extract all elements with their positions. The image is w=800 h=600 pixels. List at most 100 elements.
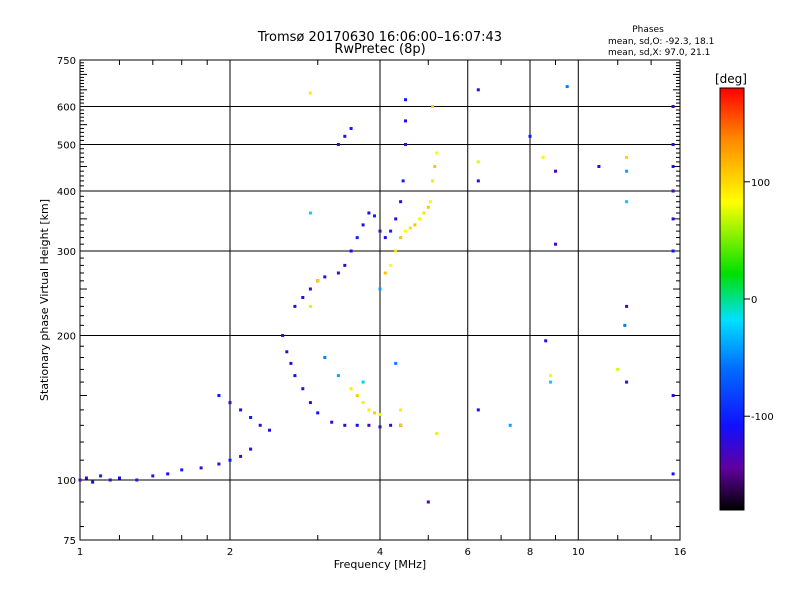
stats-heading: Phases xyxy=(632,25,664,35)
data-point xyxy=(308,211,312,215)
data-point xyxy=(99,474,103,478)
data-point xyxy=(399,200,403,204)
y-tick-label: 500 xyxy=(57,141,76,152)
data-point xyxy=(671,165,675,168)
y-tick-label: 200 xyxy=(57,332,76,343)
data-point xyxy=(217,394,221,397)
y-axis-label: Stationary phase Virtual Height [km] xyxy=(38,199,51,401)
data-point xyxy=(399,423,403,427)
stats-x-line: mean, sd,X: 97.0, 21.1 xyxy=(608,48,710,58)
data-point xyxy=(373,214,376,218)
data-point xyxy=(378,287,382,291)
data-point xyxy=(401,179,405,183)
data-point xyxy=(316,279,320,283)
stats-o-line: mean, sd,O: -92.3, 18.1 xyxy=(608,37,714,47)
data-point xyxy=(625,169,629,173)
data-point xyxy=(249,447,253,451)
data-point xyxy=(349,387,353,391)
data-point xyxy=(616,367,620,371)
data-point xyxy=(308,401,312,405)
data-point xyxy=(355,423,359,427)
chart-title: Tromsø 20170630 16:06:00–16:07:43 xyxy=(257,30,502,45)
data-point xyxy=(433,165,437,168)
data-point xyxy=(258,423,262,427)
data-point xyxy=(389,423,393,427)
data-point xyxy=(361,223,365,227)
data-point xyxy=(349,127,353,130)
data-point xyxy=(623,323,627,327)
data-point xyxy=(373,411,376,415)
colorbar-tick-label: 100 xyxy=(751,178,770,189)
data-point xyxy=(239,454,243,458)
data-point xyxy=(301,296,305,299)
data-point xyxy=(389,229,393,233)
x-axis-label: Frequency [MHz] xyxy=(334,558,426,571)
data-point xyxy=(671,189,675,193)
colorbar-tick-label: 0 xyxy=(751,295,757,306)
colorbar xyxy=(719,87,745,511)
data-point xyxy=(308,287,312,291)
data-point xyxy=(383,271,387,275)
data-point xyxy=(408,226,412,230)
data-point xyxy=(431,105,435,108)
data-point xyxy=(565,85,569,89)
data-point xyxy=(528,134,532,138)
data-point xyxy=(378,412,382,416)
data-point xyxy=(293,304,297,308)
data-point xyxy=(383,236,387,240)
data-point xyxy=(476,179,480,183)
data-point xyxy=(343,134,347,138)
data-point xyxy=(399,236,403,240)
data-point xyxy=(597,165,601,168)
data-point xyxy=(428,200,432,204)
x-tick-label: 16 xyxy=(674,547,687,558)
data-point xyxy=(118,476,121,480)
data-point xyxy=(151,474,155,478)
data-point xyxy=(476,160,480,164)
data-point xyxy=(378,229,382,233)
colorbar-tick-label: -100 xyxy=(751,412,774,423)
y-tick-label: 750 xyxy=(57,56,76,67)
data-point xyxy=(426,500,430,504)
data-point xyxy=(355,236,359,240)
data-point xyxy=(330,420,334,424)
data-point xyxy=(217,462,221,466)
colorbar-ticks: 100 0 -100 xyxy=(744,178,774,423)
data-point xyxy=(343,423,347,427)
data-point xyxy=(625,304,629,308)
data-point xyxy=(554,242,557,246)
data-point xyxy=(166,472,170,476)
data-point xyxy=(336,271,340,275)
data-point xyxy=(418,217,421,221)
data-point xyxy=(399,408,403,412)
data-point xyxy=(91,480,95,484)
data-point xyxy=(135,478,139,482)
data-point xyxy=(549,374,553,378)
data-point xyxy=(108,478,112,482)
data-point xyxy=(625,380,629,384)
y-tick-label: 300 xyxy=(57,247,76,258)
chart-subtitle: RwPretec (8p) xyxy=(334,42,425,57)
data-point xyxy=(541,155,545,159)
data-point xyxy=(476,88,480,92)
y-tick-label: 100 xyxy=(57,476,76,487)
data-point xyxy=(343,263,347,267)
data-point xyxy=(671,472,675,476)
data-point xyxy=(336,143,340,146)
data-point xyxy=(671,105,675,108)
data-point xyxy=(544,339,548,343)
x-tick-label: 4 xyxy=(377,547,383,558)
data-point xyxy=(426,205,430,209)
data-point xyxy=(289,361,293,365)
data-point xyxy=(336,374,340,378)
data-point xyxy=(378,425,382,429)
data-point xyxy=(404,143,407,146)
data-point xyxy=(199,466,203,470)
data-point xyxy=(367,211,371,215)
data-point xyxy=(78,478,82,482)
data-point xyxy=(394,217,398,221)
data-point xyxy=(323,356,327,359)
data-point xyxy=(349,249,353,253)
data-point xyxy=(625,155,629,159)
data-point xyxy=(268,428,271,432)
